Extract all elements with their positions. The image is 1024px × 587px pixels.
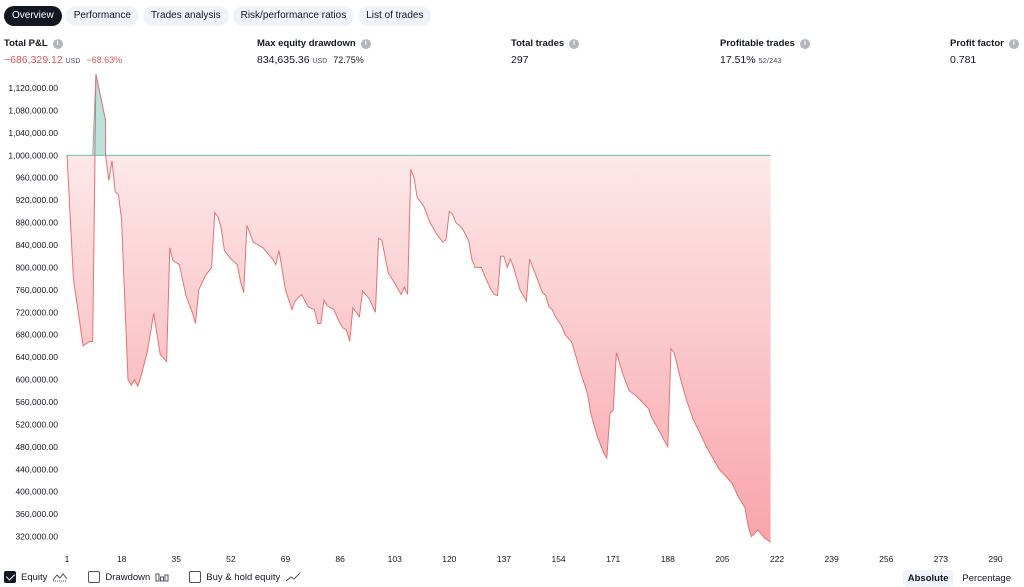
legend-buy-hold-label: Buy & hold equity — [206, 571, 281, 583]
tab-overview[interactable]: Overview — [4, 6, 62, 26]
absolute-button[interactable]: Absolute — [902, 570, 954, 587]
legend-drawdown[interactable]: Drawdown — [88, 571, 169, 583]
total-pnl-value: −686,329.12 — [4, 54, 63, 66]
metric-total-trades: Total trades i 297 — [511, 38, 580, 66]
metric-title-total-trades: Total trades — [511, 38, 565, 49]
chart-legend: Equity Drawdown Buy & hold equity — [4, 571, 301, 583]
y-tick-label: 560,000.00 — [15, 397, 58, 407]
x-tick-label: 52 — [226, 554, 236, 564]
x-tick-label: 205 — [715, 554, 729, 564]
buy-hold-checkbox[interactable] — [189, 571, 202, 583]
y-tick-label: 320,000.00 — [15, 532, 58, 542]
x-tick-label: 137 — [497, 554, 511, 564]
y-tick-label: 520,000.00 — [15, 419, 58, 429]
equity-checkbox[interactable] — [4, 571, 16, 583]
x-tick-label: 69 — [281, 554, 291, 564]
x-tick-label: 171 — [606, 554, 620, 564]
y-tick-label: 640,000.00 — [15, 352, 58, 362]
tab-trades-analysis[interactable]: Trades analysis — [142, 6, 229, 26]
tab-performance[interactable]: Performance — [65, 6, 139, 26]
y-tick-label: 920,000.00 — [15, 195, 58, 205]
y-tick-label: 1,000,000.00 — [8, 150, 58, 160]
info-icon[interactable]: i — [360, 38, 371, 49]
area-chart-icon — [53, 573, 68, 582]
y-tick-label: 1,080,000.00 — [8, 105, 58, 115]
y-tick-label: 440,000.00 — [15, 464, 58, 474]
metric-profitable-trades: Profitable trades i 17.51% 52/243 — [720, 38, 810, 66]
x-tick-label: 188 — [661, 554, 675, 564]
y-tick-label: 1,040,000.00 — [8, 128, 58, 138]
x-tick-label: 35 — [172, 554, 182, 564]
line-chart-icon — [285, 572, 301, 582]
percentage-button[interactable]: Percentage — [962, 573, 1011, 584]
y-tick-label: 720,000.00 — [15, 307, 58, 317]
max-drawdown-value: 834,635.36 — [257, 54, 310, 66]
y-tick-label: 800,000.00 — [15, 262, 58, 272]
equity-loss-area — [67, 155, 771, 543]
x-axis: 1 18 35 52 69 86 103 120 137 154 171 188 205 222 239 25… — [65, 554, 1003, 564]
equity-chart[interactable]: 320,000.00 360,000.00 400,000.00 440,000.00… — [0, 72, 1024, 568]
metric-max-drawdown: Max equity drawdown i 834,635.36 USD 72.… — [257, 38, 371, 66]
legend-equity-label: Equity — [21, 571, 48, 583]
y-tick-label: 840,000.00 — [15, 240, 58, 250]
scale-mode-toggle: Absolute Percentage — [902, 570, 1016, 587]
y-tick-label: 960,000.00 — [15, 173, 58, 183]
metric-title-max-drawdown: Max equity drawdown — [257, 38, 356, 49]
profitable-trades-value: 17.51% — [720, 54, 756, 66]
profit-factor-value: 0.781 — [950, 54, 977, 66]
x-tick-label: 222 — [770, 554, 784, 564]
info-icon[interactable]: i — [799, 38, 810, 49]
profitable-trades-ratio: 52/243 — [758, 56, 782, 65]
legend-drawdown-label: Drawdown — [105, 571, 151, 583]
metric-total-pnl: Total P&L i −686,329.12 USD −68.63% — [4, 38, 122, 66]
drawdown-checkbox[interactable] — [88, 571, 101, 583]
summary-metrics: Total P&L i −686,329.12 USD −68.63% Max … — [0, 38, 1024, 70]
y-tick-label: 480,000.00 — [15, 442, 58, 452]
metric-title-total-pnl: Total P&L — [4, 38, 48, 49]
y-tick-label: 400,000.00 — [15, 487, 58, 497]
max-drawdown-unit: USD — [312, 58, 328, 65]
report-tabs: Overview Performance Trades analysis Ris… — [4, 6, 432, 26]
x-tick-label: 86 — [335, 554, 345, 564]
y-tick-label: 680,000.00 — [15, 330, 58, 340]
total-pnl-unit: USD — [65, 58, 81, 65]
y-tick-label: 600,000.00 — [15, 375, 58, 385]
y-tick-label: 760,000.00 — [15, 285, 58, 295]
y-tick-label: 880,000.00 — [15, 218, 58, 228]
x-tick-label: 239 — [825, 554, 839, 564]
total-pnl-percent: −68.63% — [86, 55, 123, 65]
max-drawdown-percent: 72.75% — [333, 55, 364, 65]
x-tick-label: 1 — [65, 554, 70, 564]
legend-buy-hold[interactable]: Buy & hold equity — [189, 571, 301, 583]
info-icon[interactable]: i — [569, 38, 580, 49]
x-tick-label: 18 — [117, 554, 127, 564]
equity-line — [66, 73, 771, 543]
y-axis: 320,000.00 360,000.00 400,000.00 440,000.00… — [8, 83, 58, 542]
x-tick-label: 103 — [388, 554, 402, 564]
x-tick-label: 273 — [934, 554, 948, 564]
total-trades-value: 297 — [511, 54, 529, 66]
legend-equity[interactable]: Equity — [4, 571, 68, 583]
y-tick-label: 360,000.00 — [15, 509, 58, 519]
tab-risk-performance-ratios[interactable]: Risk/performance ratios — [232, 6, 355, 26]
info-icon[interactable]: i — [1008, 38, 1019, 49]
y-tick-label: 1,120,000.00 — [8, 83, 58, 93]
tab-list-of-trades[interactable]: List of trades — [358, 6, 432, 26]
x-tick-label: 120 — [442, 554, 456, 564]
bar-chart-icon — [155, 573, 169, 582]
x-tick-label: 154 — [551, 554, 565, 564]
metric-profit-factor: Profit factor i 0.781 — [950, 38, 1019, 66]
info-icon[interactable]: i — [52, 38, 63, 49]
metric-title-profitable-trades: Profitable trades — [720, 38, 795, 49]
x-tick-label: 256 — [879, 554, 893, 564]
metric-title-profit-factor: Profit factor — [950, 38, 1004, 49]
equity-profit-area — [66, 73, 771, 156]
x-tick-label: 290 — [988, 554, 1002, 564]
